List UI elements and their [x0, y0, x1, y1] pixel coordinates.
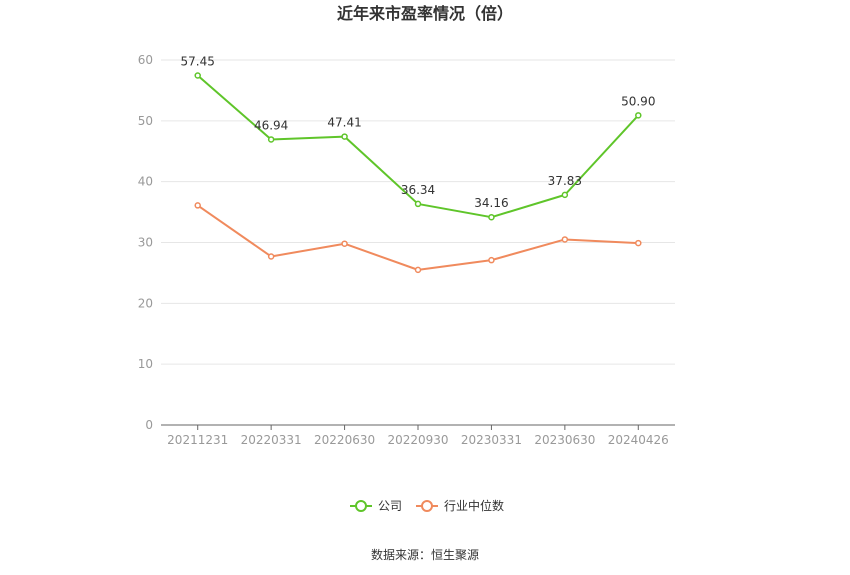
data-point [488, 256, 495, 264]
legend-item-1[interactable]: 行业中位数 [416, 498, 504, 513]
data-point [561, 236, 569, 243]
source-note: 数据来源：恒生聚源 [371, 547, 479, 562]
legend-marker [355, 500, 367, 512]
data-label: 57.45 [181, 55, 215, 69]
series-1 [194, 202, 642, 274]
legend-label: 公司 [378, 499, 402, 513]
data-point [635, 239, 642, 247]
y-tick-label: 30 [138, 236, 153, 250]
x-tick-label: 20211231 [167, 433, 228, 447]
data-point [341, 133, 348, 140]
y-tick-label: 60 [138, 53, 153, 67]
data-point [488, 213, 495, 221]
x-tick-label: 20220930 [387, 433, 448, 447]
data-point [414, 200, 422, 208]
y-tick-label: 20 [138, 296, 153, 310]
data-point [561, 191, 569, 199]
chart-title: 近年来市盈率情况（倍） [337, 4, 513, 23]
legend-label: 行业中位数 [444, 498, 504, 513]
data-label: 36.34 [401, 183, 435, 197]
data-point [194, 72, 201, 79]
data-label: 46.94 [254, 118, 288, 132]
data-label: 34.16 [474, 196, 508, 210]
y-tick-label: 0 [145, 418, 153, 432]
data-label: 37.83 [548, 174, 582, 188]
data-point [194, 202, 201, 209]
y-tick-label: 40 [138, 175, 153, 189]
grid-lines [161, 59, 675, 365]
x-tick-label: 20230331 [461, 433, 522, 447]
x-tick-label: 20220630 [314, 433, 375, 447]
series-0: 57.45 46.94 47.41 36.34 34.16 37.83 50.90 [181, 55, 655, 221]
data-point [267, 136, 275, 143]
x-tick-label: 20220331 [241, 433, 302, 447]
data-label: 47.41 [327, 116, 361, 130]
data-point [267, 253, 275, 260]
series-layer: 57.45 46.94 47.41 36.34 34.16 37.83 50.90 [181, 55, 655, 274]
data-label: 50.90 [621, 94, 655, 108]
x-tick-label: 20240426 [608, 433, 669, 447]
legend-item-0[interactable]: 公司 [350, 499, 402, 513]
data-point [414, 266, 422, 274]
y-tick-label: 50 [138, 114, 153, 128]
legend: 公司 行业中位数 [350, 498, 504, 513]
y-tick-label: 10 [138, 357, 153, 371]
data-point [635, 112, 642, 119]
x-tick-label: 20230630 [534, 433, 595, 447]
data-point [341, 240, 348, 247]
legend-marker [421, 500, 433, 512]
x-axis: 20211231 20220331 20220630 20220930 20230331… [161, 424, 675, 447]
y-axis: 0 10 20 30 40 50 60 [138, 53, 153, 432]
series-line [197, 204, 639, 271]
